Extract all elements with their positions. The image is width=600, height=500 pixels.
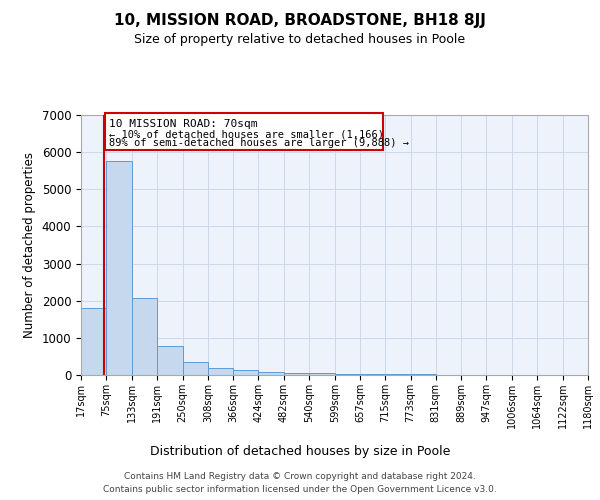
- Y-axis label: Number of detached properties: Number of detached properties: [23, 152, 36, 338]
- Text: 10, MISSION ROAD, BROADSTONE, BH18 8JJ: 10, MISSION ROAD, BROADSTONE, BH18 8JJ: [114, 12, 486, 28]
- Bar: [106, 162, 131, 375]
- Bar: [259, 372, 284, 375]
- Bar: [284, 372, 309, 375]
- Bar: [131, 298, 157, 375]
- Text: 89% of semi-detached houses are larger (9,888) →: 89% of semi-detached houses are larger (…: [109, 138, 409, 148]
- Text: ← 10% of detached houses are smaller (1,166): ← 10% of detached houses are smaller (1,…: [109, 129, 385, 139]
- Bar: [360, 374, 385, 375]
- Text: Contains public sector information licensed under the Open Government Licence v3: Contains public sector information licen…: [103, 485, 497, 494]
- Text: Size of property relative to detached houses in Poole: Size of property relative to detached ho…: [134, 32, 466, 46]
- Text: Distribution of detached houses by size in Poole: Distribution of detached houses by size …: [150, 444, 450, 458]
- Bar: [182, 362, 208, 375]
- Text: Contains HM Land Registry data © Crown copyright and database right 2024.: Contains HM Land Registry data © Crown c…: [124, 472, 476, 481]
- FancyBboxPatch shape: [105, 113, 383, 150]
- Bar: [208, 368, 233, 375]
- Bar: [385, 374, 410, 375]
- Text: 10 MISSION ROAD: 70sqm: 10 MISSION ROAD: 70sqm: [109, 119, 258, 129]
- Bar: [157, 346, 182, 375]
- Bar: [410, 374, 436, 375]
- Bar: [233, 370, 259, 375]
- Bar: [335, 374, 360, 375]
- Bar: [309, 373, 335, 375]
- Bar: [81, 308, 106, 375]
